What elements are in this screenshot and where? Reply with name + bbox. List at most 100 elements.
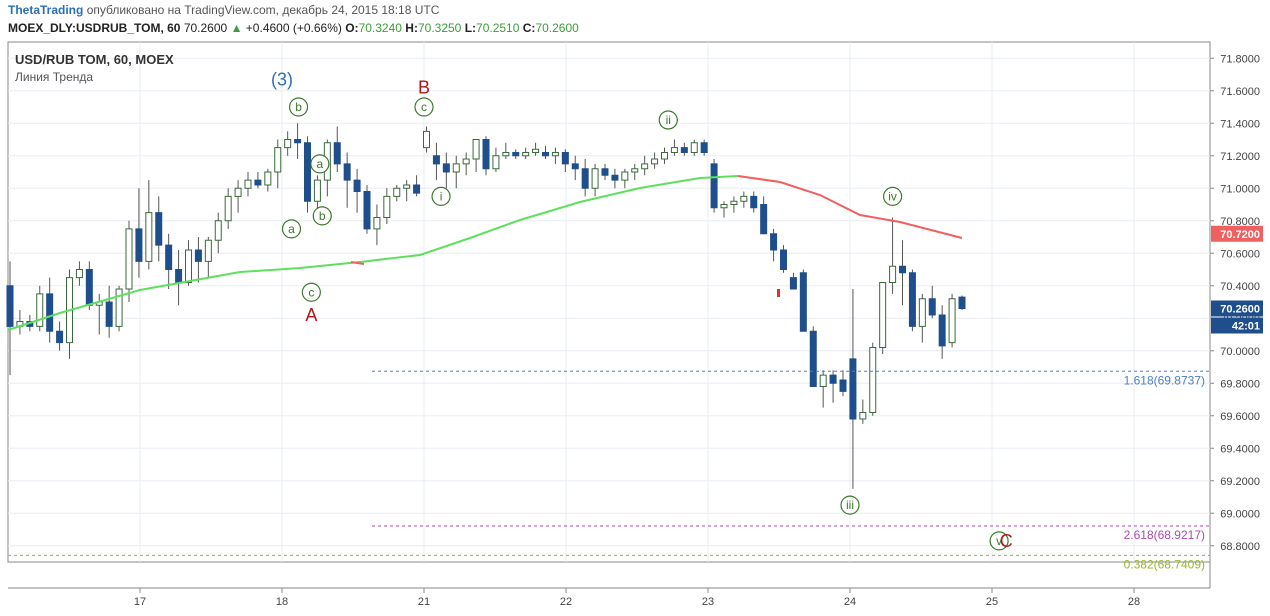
candle-body bbox=[819, 374, 827, 387]
low-label: L: bbox=[464, 21, 477, 35]
y-tick-label: 70.4000 bbox=[1220, 281, 1260, 293]
candle-body bbox=[254, 179, 262, 186]
wave-label: b bbox=[319, 209, 326, 223]
candle-body bbox=[155, 212, 163, 246]
wave-label-circle bbox=[414, 97, 434, 117]
high-value: 70.3250 bbox=[417, 21, 462, 35]
candle-body bbox=[809, 330, 817, 387]
candle-body bbox=[730, 200, 738, 205]
ohlc-line: MOEX_DLY:USDRUB_TOM, 60 70.2600 ▲ +0.460… bbox=[8, 21, 579, 35]
candle-body bbox=[472, 139, 480, 160]
candle-body bbox=[482, 139, 490, 170]
candle-body bbox=[780, 249, 787, 270]
wave-label: (3) bbox=[271, 69, 293, 89]
candle-body bbox=[383, 195, 391, 218]
candle-body bbox=[839, 379, 847, 392]
wave-label-circle bbox=[989, 531, 1009, 551]
candle-body bbox=[680, 147, 688, 153]
wave-label: ii bbox=[666, 113, 671, 127]
y-tick-label: 70.6000 bbox=[1220, 248, 1260, 260]
price-change: +0.4600 (+0.66%) bbox=[245, 21, 342, 35]
candle-body bbox=[532, 148, 540, 153]
candle-body bbox=[750, 195, 758, 209]
candle-body bbox=[631, 168, 639, 173]
candle-body bbox=[304, 142, 311, 202]
author-name[interactable]: ThetaTrading bbox=[8, 3, 84, 17]
candle-body bbox=[591, 168, 599, 189]
candle-body bbox=[333, 142, 341, 165]
fib-level-label: 2.618(68.9217) bbox=[1124, 528, 1205, 542]
wave-label: a bbox=[288, 222, 295, 236]
candle-body bbox=[690, 142, 698, 153]
fib-level-label: 1.618(69.8737) bbox=[1124, 373, 1205, 387]
y-tick-label: 69.8000 bbox=[1220, 378, 1260, 390]
close-value: 70.2600 bbox=[535, 21, 579, 35]
candle-body bbox=[542, 152, 549, 157]
candle-body bbox=[135, 228, 143, 262]
wave-label-circle bbox=[882, 186, 903, 206]
candle-body bbox=[918, 298, 926, 327]
low-value: 70.2510 bbox=[476, 21, 520, 35]
candle-body bbox=[185, 249, 192, 283]
wave-label: b bbox=[295, 100, 302, 114]
candle-body bbox=[373, 217, 381, 230]
x-tick-label: 24 bbox=[844, 596, 856, 608]
candle-body bbox=[403, 184, 411, 189]
wave-label-circle bbox=[301, 282, 321, 302]
candle-body bbox=[423, 130, 430, 149]
candle-body bbox=[879, 282, 887, 348]
candle-body bbox=[710, 163, 718, 209]
header-bar: ThetaTrading опубликовано на TradingView… bbox=[0, 0, 1270, 40]
candle-body bbox=[313, 179, 321, 202]
candle-body bbox=[789, 277, 797, 290]
candle-body bbox=[432, 155, 440, 165]
wave-label: c bbox=[308, 285, 314, 299]
candle-body bbox=[512, 152, 520, 157]
candle-body bbox=[274, 147, 282, 173]
x-tick-label: 18 bbox=[276, 596, 288, 608]
candle-body bbox=[224, 195, 232, 222]
y-tick-label: 71.4000 bbox=[1220, 118, 1260, 130]
candle-body bbox=[165, 244, 173, 270]
current-price-badge: 70.2600 bbox=[1220, 304, 1260, 316]
indicator-label[interactable]: Линия Тренда bbox=[15, 70, 94, 84]
publish-info: опубликовано на TradingView.com, декабрь… bbox=[86, 3, 440, 17]
y-tick-label: 69.2000 bbox=[1220, 476, 1260, 488]
candle-body bbox=[462, 158, 470, 165]
candle-body bbox=[581, 168, 589, 189]
candle-body bbox=[938, 314, 946, 347]
y-tick-label: 71.8000 bbox=[1220, 53, 1260, 65]
candle-body bbox=[889, 265, 897, 283]
candle-body bbox=[234, 187, 242, 197]
y-tick-label: 71.0000 bbox=[1220, 183, 1260, 195]
x-tick-label: 28 bbox=[1128, 596, 1140, 608]
candle-body bbox=[700, 142, 708, 153]
candle-body bbox=[720, 204, 728, 209]
x-tick-label: 23 bbox=[702, 596, 714, 608]
candle-body bbox=[244, 179, 252, 189]
plot-area bbox=[7, 41, 1211, 563]
y-tick-label: 70.0000 bbox=[1220, 346, 1260, 358]
candle-body bbox=[908, 272, 916, 327]
candle-body bbox=[740, 195, 748, 202]
candle-body bbox=[928, 298, 936, 316]
candle-body bbox=[571, 163, 579, 170]
wave-label: i bbox=[440, 189, 443, 203]
x-tick-label: 25 bbox=[986, 596, 998, 608]
y-tick-label: 70.8000 bbox=[1220, 216, 1260, 228]
wave-label-circle bbox=[281, 219, 302, 239]
last-price: 70.2600 bbox=[183, 21, 228, 35]
wave-label: iii bbox=[846, 498, 854, 512]
wave-label: a bbox=[317, 157, 324, 171]
close-label: C: bbox=[522, 21, 536, 35]
candle-body bbox=[948, 298, 956, 344]
y-tick-label: 69.6000 bbox=[1220, 411, 1260, 423]
candle-body bbox=[194, 249, 202, 262]
fib-level-label: 0.382(68.7409) bbox=[1124, 557, 1205, 571]
candle-body bbox=[859, 412, 867, 420]
candle-body bbox=[522, 152, 530, 157]
candle-body bbox=[492, 155, 500, 170]
candle-body bbox=[105, 301, 113, 327]
y-tick-label: 68.8000 bbox=[1220, 541, 1260, 553]
